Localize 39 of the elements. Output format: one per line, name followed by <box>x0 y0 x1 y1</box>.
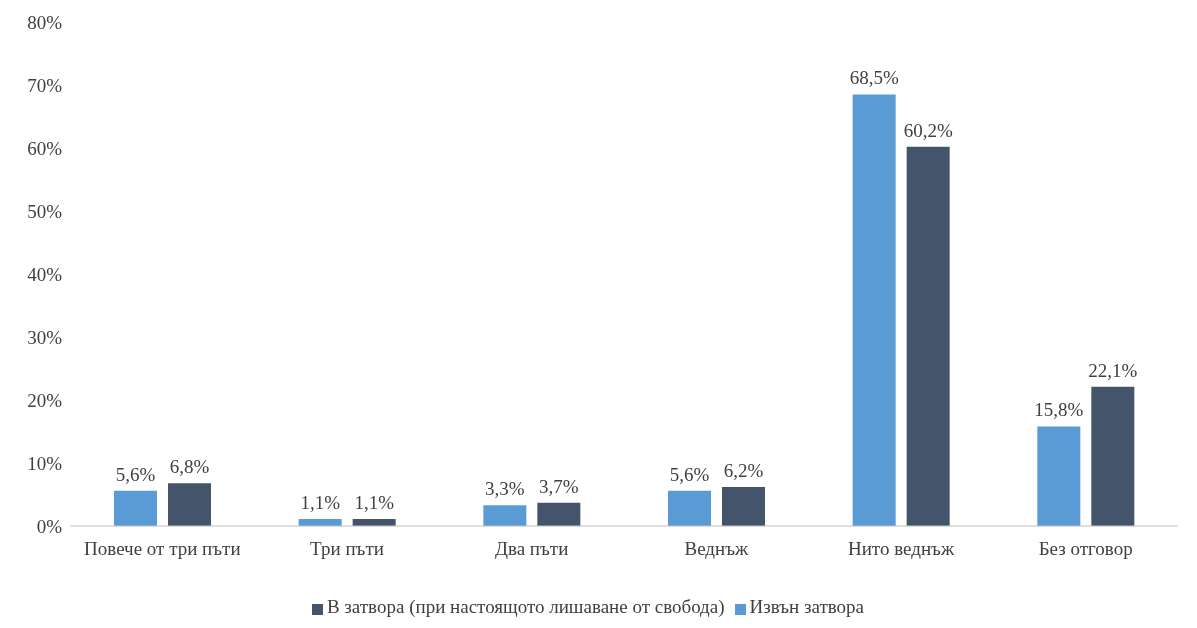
bar <box>1037 426 1081 526</box>
y-tick-label: 70% <box>27 74 63 96</box>
y-tick-label: 10% <box>27 452 63 474</box>
data-label: 1,1% <box>300 492 341 514</box>
bar <box>483 505 527 526</box>
data-label: 68,5% <box>849 67 899 89</box>
bar <box>722 486 765 526</box>
y-tick-label: 20% <box>27 389 63 411</box>
y-tick-label: 40% <box>27 263 63 285</box>
y-tick-label: 0% <box>36 515 63 537</box>
data-label: 5,6% <box>115 463 156 485</box>
bar <box>668 490 711 526</box>
data-label: 15,8% <box>1034 399 1084 421</box>
data-label: 1,1% <box>354 492 395 514</box>
bar <box>168 483 211 526</box>
x-tick-label: Два пъти <box>495 538 569 560</box>
x-tick-label: Веднъж <box>684 538 750 560</box>
data-label: 3,3% <box>485 478 525 500</box>
data-label: 6,8% <box>169 456 210 478</box>
y-tick-label: 50% <box>27 200 63 222</box>
y-tick-label: 30% <box>27 326 63 348</box>
bar <box>114 490 157 526</box>
x-tick-label: Нито веднъж <box>847 538 955 560</box>
data-label: 22,1% <box>1088 359 1138 381</box>
data-label: 5,6% <box>669 463 710 485</box>
x-tick-label: Три пъти <box>310 538 384 560</box>
legend-label: В затвора (при настоящото лишаване от свобода) <box>326 596 725 617</box>
data-label: 60,2% <box>903 119 953 141</box>
y-tick-label: 80% <box>27 11 63 33</box>
y-tick-label: 60% <box>27 137 63 159</box>
bar <box>906 146 950 526</box>
data-label: 6,2% <box>723 459 764 481</box>
bar <box>1091 386 1135 526</box>
x-tick-label: Повече от три пъти <box>84 538 241 560</box>
legend-label: Извън затвора <box>749 596 865 617</box>
x-tick-label: Без отговор <box>1038 538 1133 560</box>
bar <box>537 502 581 526</box>
bar <box>852 94 896 526</box>
data-label: 3,7% <box>539 475 579 497</box>
